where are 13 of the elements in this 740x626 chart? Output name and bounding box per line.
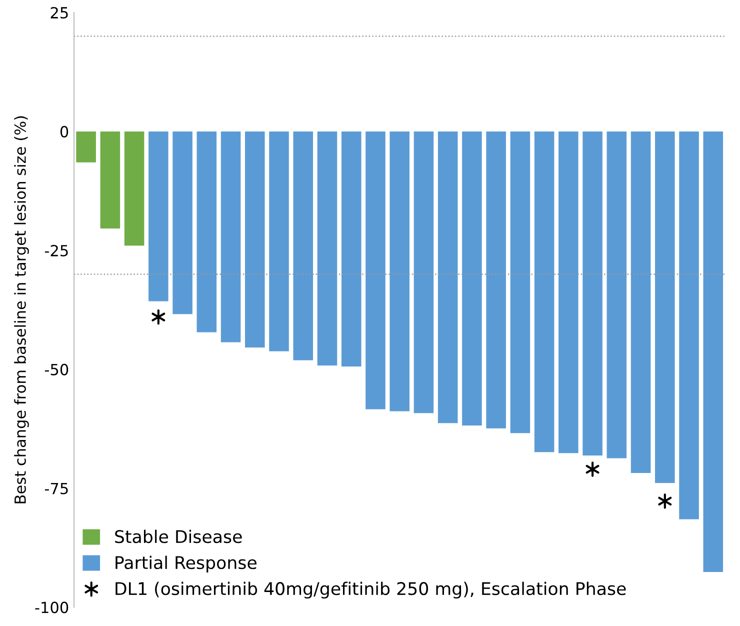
y-tick-label: -25 [44,244,68,256]
y-tick-label: 25 [50,6,68,19]
y-tick-label: -75 [44,482,68,494]
point [658,493,672,509]
y-axis-title: Best change from baseline in target lesion size (%) [14,116,29,504]
point [152,309,166,325]
y-tick-label: -100 [35,602,68,614]
y-tick-label: 0 [60,126,68,138]
legend-label: Partial Response [116,556,256,573]
legend-label: Stable Disease [115,530,242,544]
point [586,462,600,477]
legend-label: DL1 (osimertinib 40mg/gefitinib 250 mg), Escalation Phase [116,582,626,599]
y-tick-label: -50 [44,364,68,376]
